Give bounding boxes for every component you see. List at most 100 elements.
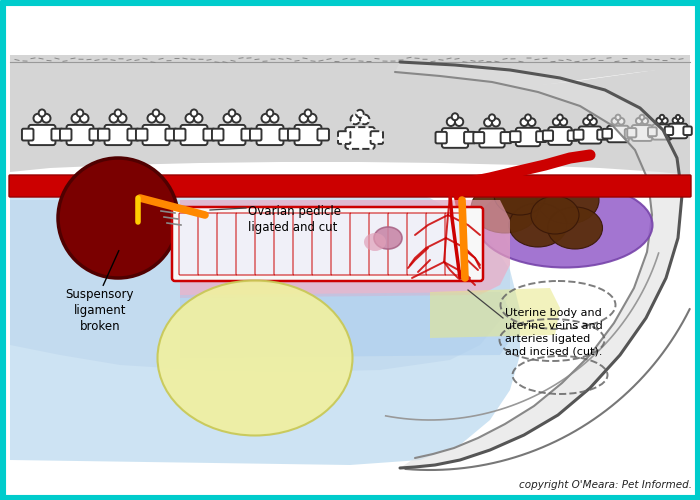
Ellipse shape: [489, 114, 495, 121]
Ellipse shape: [115, 110, 121, 116]
FancyBboxPatch shape: [104, 125, 132, 145]
Polygon shape: [10, 200, 510, 372]
Ellipse shape: [636, 118, 642, 124]
Ellipse shape: [351, 114, 360, 124]
Ellipse shape: [676, 115, 680, 119]
Ellipse shape: [662, 118, 668, 124]
Ellipse shape: [356, 110, 364, 118]
Ellipse shape: [153, 110, 160, 116]
Ellipse shape: [452, 114, 458, 120]
FancyBboxPatch shape: [668, 124, 687, 138]
Ellipse shape: [232, 114, 241, 122]
FancyBboxPatch shape: [607, 126, 629, 142]
Polygon shape: [180, 200, 510, 298]
Ellipse shape: [80, 114, 88, 122]
Ellipse shape: [640, 114, 645, 120]
Polygon shape: [10, 62, 690, 175]
Ellipse shape: [374, 227, 402, 249]
FancyBboxPatch shape: [370, 131, 383, 144]
FancyBboxPatch shape: [217, 213, 237, 275]
FancyBboxPatch shape: [90, 128, 101, 140]
FancyBboxPatch shape: [510, 132, 521, 142]
FancyBboxPatch shape: [279, 128, 291, 140]
FancyBboxPatch shape: [445, 213, 465, 275]
FancyBboxPatch shape: [212, 128, 223, 140]
Ellipse shape: [509, 203, 567, 247]
FancyBboxPatch shape: [597, 130, 607, 140]
FancyBboxPatch shape: [274, 213, 294, 275]
Ellipse shape: [364, 233, 386, 251]
Text: Uterine body and
uterine veins and
arteries ligated
and incised (cut).: Uterine body and uterine veins and arter…: [505, 308, 603, 356]
FancyBboxPatch shape: [652, 124, 672, 140]
FancyBboxPatch shape: [127, 128, 139, 140]
Ellipse shape: [678, 118, 683, 123]
Ellipse shape: [229, 110, 235, 116]
FancyBboxPatch shape: [543, 130, 553, 141]
Ellipse shape: [494, 175, 546, 215]
Ellipse shape: [34, 114, 42, 122]
FancyBboxPatch shape: [442, 128, 468, 148]
Ellipse shape: [484, 118, 492, 126]
Ellipse shape: [477, 182, 652, 268]
Ellipse shape: [447, 118, 455, 126]
Polygon shape: [180, 292, 510, 358]
FancyBboxPatch shape: [388, 213, 408, 275]
FancyBboxPatch shape: [255, 213, 275, 275]
Ellipse shape: [528, 118, 536, 126]
FancyBboxPatch shape: [536, 132, 547, 142]
Ellipse shape: [190, 110, 197, 116]
FancyBboxPatch shape: [98, 128, 109, 140]
FancyBboxPatch shape: [331, 213, 351, 275]
FancyBboxPatch shape: [480, 128, 505, 148]
FancyBboxPatch shape: [288, 128, 300, 140]
Text: Ovarian pedicle
ligated and cut: Ovarian pedicle ligated and cut: [248, 205, 341, 234]
Ellipse shape: [659, 115, 664, 119]
Ellipse shape: [304, 110, 312, 116]
Ellipse shape: [553, 118, 560, 126]
Ellipse shape: [471, 183, 539, 233]
FancyBboxPatch shape: [426, 213, 446, 275]
FancyBboxPatch shape: [143, 125, 169, 145]
Ellipse shape: [223, 114, 232, 122]
FancyBboxPatch shape: [22, 128, 34, 140]
Ellipse shape: [38, 110, 46, 116]
Ellipse shape: [109, 114, 118, 122]
Polygon shape: [395, 62, 682, 468]
Ellipse shape: [455, 118, 463, 126]
Ellipse shape: [158, 280, 353, 436]
FancyBboxPatch shape: [473, 132, 484, 143]
Ellipse shape: [537, 176, 599, 224]
Ellipse shape: [618, 118, 624, 124]
FancyBboxPatch shape: [568, 130, 578, 141]
FancyBboxPatch shape: [435, 132, 447, 143]
Ellipse shape: [308, 114, 316, 122]
FancyBboxPatch shape: [51, 128, 63, 140]
Ellipse shape: [525, 114, 531, 121]
FancyBboxPatch shape: [165, 128, 177, 140]
Ellipse shape: [557, 114, 563, 120]
FancyBboxPatch shape: [500, 132, 512, 143]
FancyBboxPatch shape: [136, 128, 148, 140]
FancyBboxPatch shape: [338, 131, 351, 144]
Ellipse shape: [583, 118, 590, 125]
FancyBboxPatch shape: [181, 125, 207, 145]
FancyBboxPatch shape: [179, 213, 199, 275]
FancyBboxPatch shape: [241, 128, 253, 140]
FancyBboxPatch shape: [683, 126, 692, 135]
Ellipse shape: [560, 118, 567, 126]
Ellipse shape: [615, 114, 620, 120]
Ellipse shape: [547, 207, 603, 249]
FancyBboxPatch shape: [172, 207, 483, 281]
Ellipse shape: [673, 118, 678, 123]
FancyBboxPatch shape: [66, 125, 93, 145]
FancyBboxPatch shape: [631, 125, 652, 141]
FancyBboxPatch shape: [257, 125, 284, 145]
Ellipse shape: [531, 196, 579, 234]
FancyBboxPatch shape: [293, 213, 313, 275]
Ellipse shape: [521, 118, 528, 126]
Ellipse shape: [194, 114, 202, 122]
Ellipse shape: [492, 118, 500, 126]
FancyBboxPatch shape: [236, 213, 256, 275]
Ellipse shape: [77, 110, 83, 116]
Polygon shape: [430, 288, 560, 338]
